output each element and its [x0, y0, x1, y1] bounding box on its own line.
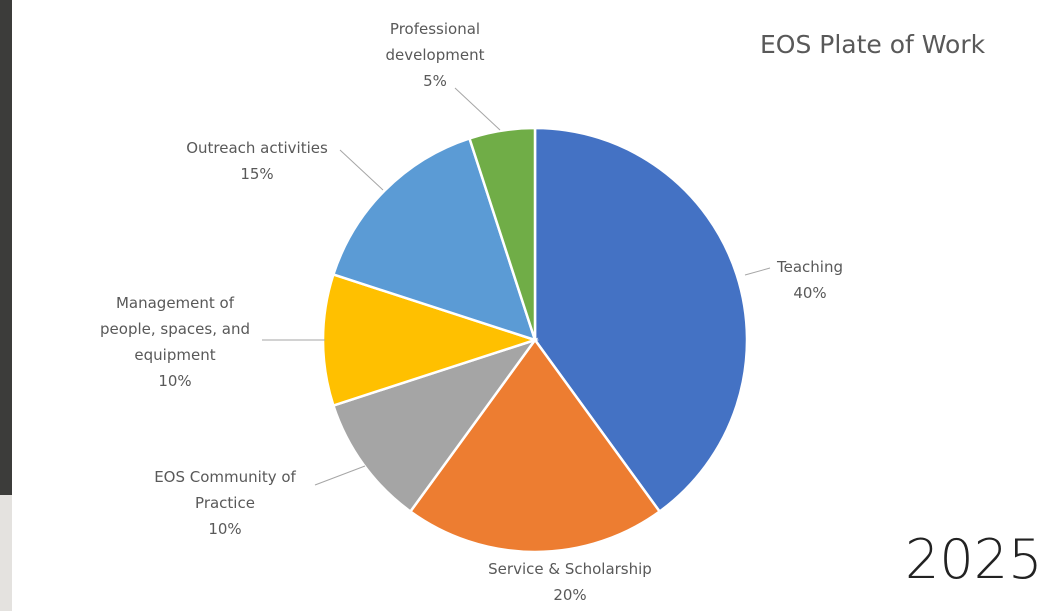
slice-label: Management of people, spaces, and equipm…	[95, 290, 255, 394]
pie-slice	[331, 337, 539, 514]
category-label: Professional development	[385, 20, 485, 64]
category-label: Service & Scholarship	[488, 560, 652, 578]
leader-line	[314, 465, 366, 486]
pie-slice	[533, 126, 749, 514]
slice-label: Outreach activities 15%	[157, 135, 357, 187]
leader-line	[744, 267, 771, 276]
chart-title: EOS Plate of Work	[760, 30, 986, 59]
value-label: 20%	[553, 586, 587, 604]
leader-line	[339, 149, 384, 191]
value-label: 10%	[208, 520, 242, 538]
slice-label: Teaching 40%	[760, 254, 860, 306]
category-label: Management of people, spaces, and equipm…	[100, 294, 250, 364]
pie-slice	[408, 337, 662, 554]
category-label: EOS Community of Practice	[154, 468, 296, 512]
value-label: 5%	[423, 72, 447, 90]
value-label: 10%	[158, 372, 192, 390]
pie-slice	[467, 126, 537, 341]
value-label: 15%	[240, 165, 274, 183]
slice-label: Professional development 5%	[365, 16, 505, 94]
slice-label: Service & Scholarship 20%	[440, 556, 700, 608]
category-label: Teaching	[777, 258, 843, 276]
slice-label: EOS Community of Practice 10%	[150, 464, 300, 542]
category-label: Outreach activities	[186, 139, 328, 157]
year-annotation: 2025	[905, 528, 1043, 591]
leader-line	[454, 87, 501, 131]
value-label: 40%	[793, 284, 827, 302]
